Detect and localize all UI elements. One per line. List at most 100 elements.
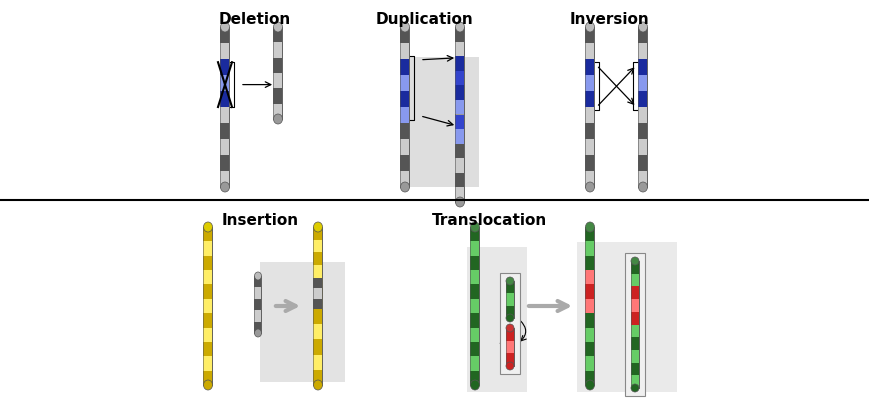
Ellipse shape <box>220 22 229 32</box>
Bar <box>220 27 229 43</box>
Bar <box>400 27 409 187</box>
Bar <box>455 100 464 114</box>
Bar <box>470 227 479 385</box>
Bar <box>630 274 638 286</box>
Bar <box>203 227 212 385</box>
Bar <box>585 91 594 107</box>
Bar <box>506 328 514 366</box>
Bar <box>585 328 594 342</box>
Bar <box>506 293 514 306</box>
Bar <box>220 107 229 123</box>
Bar <box>400 139 409 155</box>
Bar <box>203 241 212 256</box>
Bar <box>455 144 464 158</box>
Bar <box>630 261 638 388</box>
Bar <box>400 171 409 187</box>
Bar <box>313 309 322 324</box>
Bar <box>470 284 479 299</box>
Bar <box>630 375 638 388</box>
Bar <box>273 88 282 104</box>
Bar <box>455 158 464 173</box>
Bar <box>630 337 638 350</box>
Bar <box>400 91 409 107</box>
Bar <box>585 139 594 155</box>
Bar <box>273 58 282 73</box>
Bar <box>630 299 638 312</box>
Bar <box>585 299 594 313</box>
Text: Inversion: Inversion <box>569 12 649 27</box>
Bar <box>313 227 322 385</box>
Ellipse shape <box>455 197 464 207</box>
Bar <box>400 107 409 123</box>
Bar <box>203 313 212 328</box>
Bar <box>576 242 676 392</box>
Bar <box>585 227 594 241</box>
Bar <box>273 73 282 88</box>
Bar <box>506 306 514 318</box>
Bar <box>255 276 262 333</box>
Bar <box>273 27 282 119</box>
Ellipse shape <box>400 22 409 32</box>
Bar <box>313 355 322 370</box>
Bar <box>203 371 212 385</box>
Bar <box>203 256 212 270</box>
Bar <box>638 91 647 107</box>
Bar <box>630 350 638 362</box>
Bar <box>220 59 229 75</box>
Text: Insertion: Insertion <box>222 213 298 228</box>
Bar <box>220 43 229 59</box>
Ellipse shape <box>630 384 638 392</box>
Bar <box>585 171 594 187</box>
Bar <box>203 356 212 371</box>
Bar <box>255 299 262 310</box>
Ellipse shape <box>506 362 514 370</box>
Bar <box>638 27 647 43</box>
Bar <box>470 256 479 270</box>
Bar <box>313 227 322 240</box>
Bar <box>455 129 464 144</box>
Ellipse shape <box>313 380 322 390</box>
Ellipse shape <box>506 314 514 322</box>
Ellipse shape <box>203 222 212 232</box>
Bar <box>506 328 514 366</box>
Bar <box>407 57 479 187</box>
Ellipse shape <box>585 22 594 32</box>
Bar <box>630 363 638 375</box>
Bar <box>630 324 638 337</box>
Bar <box>313 299 322 309</box>
Bar <box>455 114 464 129</box>
Bar <box>203 299 212 313</box>
Bar <box>313 324 322 340</box>
Bar <box>255 287 262 299</box>
Ellipse shape <box>585 380 594 390</box>
Bar <box>638 75 647 91</box>
Bar <box>585 342 594 356</box>
Bar <box>255 276 262 287</box>
Bar <box>585 371 594 385</box>
Bar <box>273 27 282 119</box>
Bar <box>470 227 479 385</box>
Bar <box>203 227 212 241</box>
Ellipse shape <box>313 222 322 232</box>
Bar <box>630 261 638 388</box>
Ellipse shape <box>255 329 262 337</box>
FancyBboxPatch shape <box>500 273 520 374</box>
Bar <box>585 27 594 187</box>
Bar <box>638 27 647 187</box>
Bar <box>630 286 638 299</box>
Ellipse shape <box>470 380 479 390</box>
Bar <box>273 104 282 119</box>
Bar <box>455 85 464 100</box>
Bar <box>638 123 647 139</box>
Bar <box>470 342 479 356</box>
Bar <box>400 27 409 187</box>
Bar <box>220 123 229 139</box>
Bar <box>470 270 479 284</box>
Ellipse shape <box>585 182 594 192</box>
Bar <box>220 155 229 171</box>
Bar <box>313 227 322 385</box>
Ellipse shape <box>273 114 282 124</box>
Bar <box>506 281 514 318</box>
Bar <box>638 107 647 123</box>
Bar <box>455 56 464 71</box>
